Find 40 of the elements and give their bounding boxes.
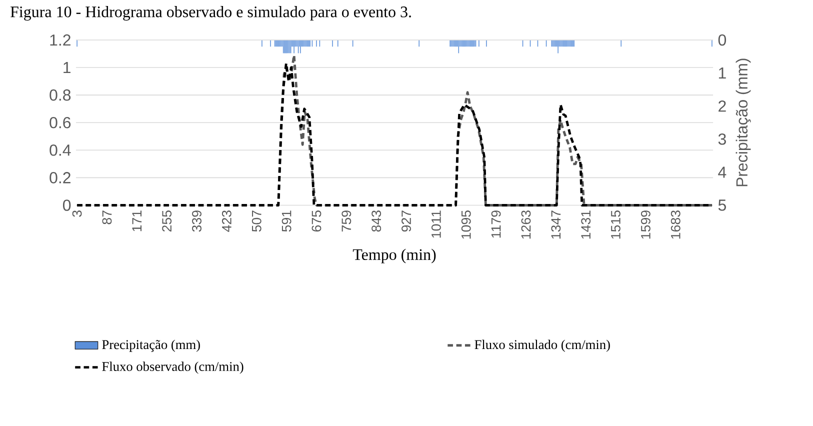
x-tick-label: 1179 <box>491 210 501 238</box>
legend-label: Fluxo observado (cm/min) <box>102 361 244 374</box>
x-tick-label: 1011 <box>431 210 441 238</box>
x-tick-label: 339 <box>192 210 202 232</box>
x-tick-label: 1683 <box>670 210 680 238</box>
legend-label: Precipitação (mm) <box>102 340 200 352</box>
x-tick-label: 1599 <box>640 210 650 238</box>
x-tick-label: 1347 <box>551 210 561 238</box>
x-axis-title: Tempo (min) <box>352 248 436 264</box>
x-tick-label: 507 <box>252 210 262 232</box>
x-tick-label: 1263 <box>521 210 531 238</box>
x-tick-label: 171 <box>132 210 142 231</box>
x-tick-label: 255 <box>162 210 172 232</box>
y-tick-label: 0.2 <box>50 172 70 184</box>
y2-tick-label: 0 <box>718 34 726 46</box>
y2-axis-title: Precipitação (mm) <box>736 58 751 186</box>
x-tick-label: 591 <box>282 210 292 232</box>
y-tick-label: 0.6 <box>50 116 71 128</box>
y2-tick-label: 2 <box>718 100 726 112</box>
y-tick-label: 1.2 <box>50 34 70 46</box>
y-tick-label: 0 <box>62 199 71 211</box>
y2-tick-label: 1 <box>718 67 726 78</box>
y2-tick-label: 4 <box>718 166 726 178</box>
y-tick-label: 0.8 <box>50 89 71 100</box>
x-tick-label: 843 <box>372 210 382 232</box>
x-tick-label: 759 <box>342 210 352 232</box>
y2-tick-label: 3 <box>718 133 726 145</box>
x-tick-label: 87 <box>102 210 112 224</box>
x-tick-label: 675 <box>312 210 322 232</box>
x-tick-label: 423 <box>222 210 232 232</box>
y2-tick-label: 5 <box>718 199 726 211</box>
x-tick-label: 1515 <box>611 210 620 238</box>
y-tick-label: 1 <box>64 62 70 73</box>
chart-title: Figura 10 - Hidrograma observado e simulado para o evento 3. <box>10 6 411 20</box>
x-tick-label: 1095 <box>461 210 471 238</box>
x-tick-label: 1431 <box>581 210 591 238</box>
x-tick-label: 3 <box>72 210 82 217</box>
legend-label: Fluxo simulado (cm/min) <box>474 340 610 352</box>
x-tick-label: 927 <box>402 210 411 232</box>
y-tick-label: 0.4 <box>50 144 71 156</box>
